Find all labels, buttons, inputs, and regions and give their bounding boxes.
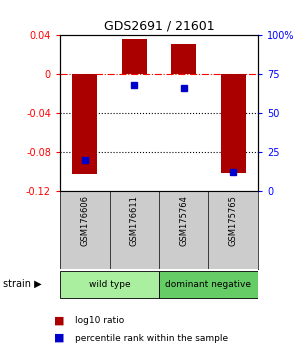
Bar	[122, 39, 147, 74]
Text: log10 ratio: log10 ratio	[75, 316, 124, 325]
Text: GSM175764: GSM175764	[179, 195, 188, 246]
Text: GSM175765: GSM175765	[229, 195, 238, 246]
Text: strain ▶: strain ▶	[3, 279, 42, 289]
Bar	[221, 74, 246, 173]
Text: percentile rank within the sample: percentile rank within the sample	[75, 333, 228, 343]
FancyBboxPatch shape	[60, 271, 159, 298]
Text: GSM176611: GSM176611	[130, 195, 139, 246]
Bar	[171, 44, 196, 74]
Bar	[72, 74, 97, 174]
FancyBboxPatch shape	[159, 271, 258, 298]
Text: GSM176606: GSM176606	[80, 195, 89, 246]
Text: dominant negative: dominant negative	[166, 280, 251, 289]
Text: wild type: wild type	[89, 280, 130, 289]
Text: ■: ■	[54, 333, 64, 343]
Text: ■: ■	[54, 315, 64, 325]
Title: GDS2691 / 21601: GDS2691 / 21601	[104, 20, 214, 33]
